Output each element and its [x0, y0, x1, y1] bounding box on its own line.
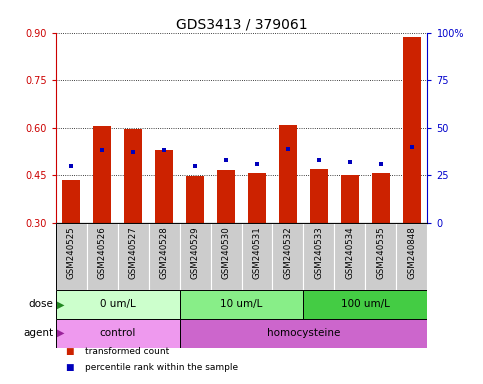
Text: GSM240530: GSM240530 [222, 226, 230, 279]
Bar [242, 223, 272, 290]
Text: GSM240531: GSM240531 [253, 226, 261, 279]
Bar [372, 173, 390, 223]
Bar [186, 176, 204, 223]
Bar [211, 223, 242, 290]
Bar [334, 223, 366, 290]
Bar [248, 173, 266, 223]
Bar [56, 223, 86, 290]
Text: 0 um/L: 0 um/L [99, 299, 135, 310]
Text: GSM240528: GSM240528 [159, 226, 169, 279]
Bar [56, 290, 180, 319]
Bar [155, 150, 173, 223]
Text: GSM240529: GSM240529 [190, 226, 199, 279]
Bar [93, 126, 112, 223]
Bar [180, 223, 211, 290]
Text: GSM240527: GSM240527 [128, 226, 138, 279]
Bar [180, 319, 427, 348]
Text: transformed count: transformed count [85, 347, 169, 356]
Bar [180, 290, 303, 319]
Text: percentile rank within the sample: percentile rank within the sample [85, 363, 238, 372]
Text: GSM240848: GSM240848 [408, 226, 416, 279]
Bar [403, 37, 421, 223]
Text: GSM240532: GSM240532 [284, 226, 293, 279]
Bar [366, 223, 397, 290]
Bar [124, 129, 142, 223]
Text: ▶: ▶ [57, 299, 64, 310]
Text: GSM240525: GSM240525 [67, 226, 75, 279]
Title: GDS3413 / 379061: GDS3413 / 379061 [176, 18, 307, 31]
Text: ▶: ▶ [57, 328, 64, 338]
Bar [310, 169, 328, 223]
Bar [62, 180, 80, 223]
Text: GSM240534: GSM240534 [345, 226, 355, 279]
Text: ■: ■ [65, 363, 74, 372]
Text: dose: dose [28, 299, 53, 310]
Text: GSM240526: GSM240526 [98, 226, 107, 279]
Text: control: control [99, 328, 136, 338]
Bar [303, 290, 427, 319]
Bar [56, 319, 180, 348]
Text: homocysteine: homocysteine [267, 328, 340, 338]
Bar [117, 223, 149, 290]
Text: 100 um/L: 100 um/L [341, 299, 390, 310]
Text: GSM240533: GSM240533 [314, 226, 324, 279]
Bar [86, 223, 117, 290]
Bar [303, 223, 334, 290]
Text: 10 um/L: 10 um/L [220, 299, 263, 310]
Bar [272, 223, 303, 290]
Bar [341, 175, 359, 223]
Bar [149, 223, 180, 290]
Bar [217, 170, 235, 223]
Text: ■: ■ [65, 347, 74, 356]
Text: agent: agent [23, 328, 53, 338]
Bar [279, 125, 297, 223]
Text: GSM240535: GSM240535 [376, 226, 385, 279]
Bar [397, 223, 427, 290]
